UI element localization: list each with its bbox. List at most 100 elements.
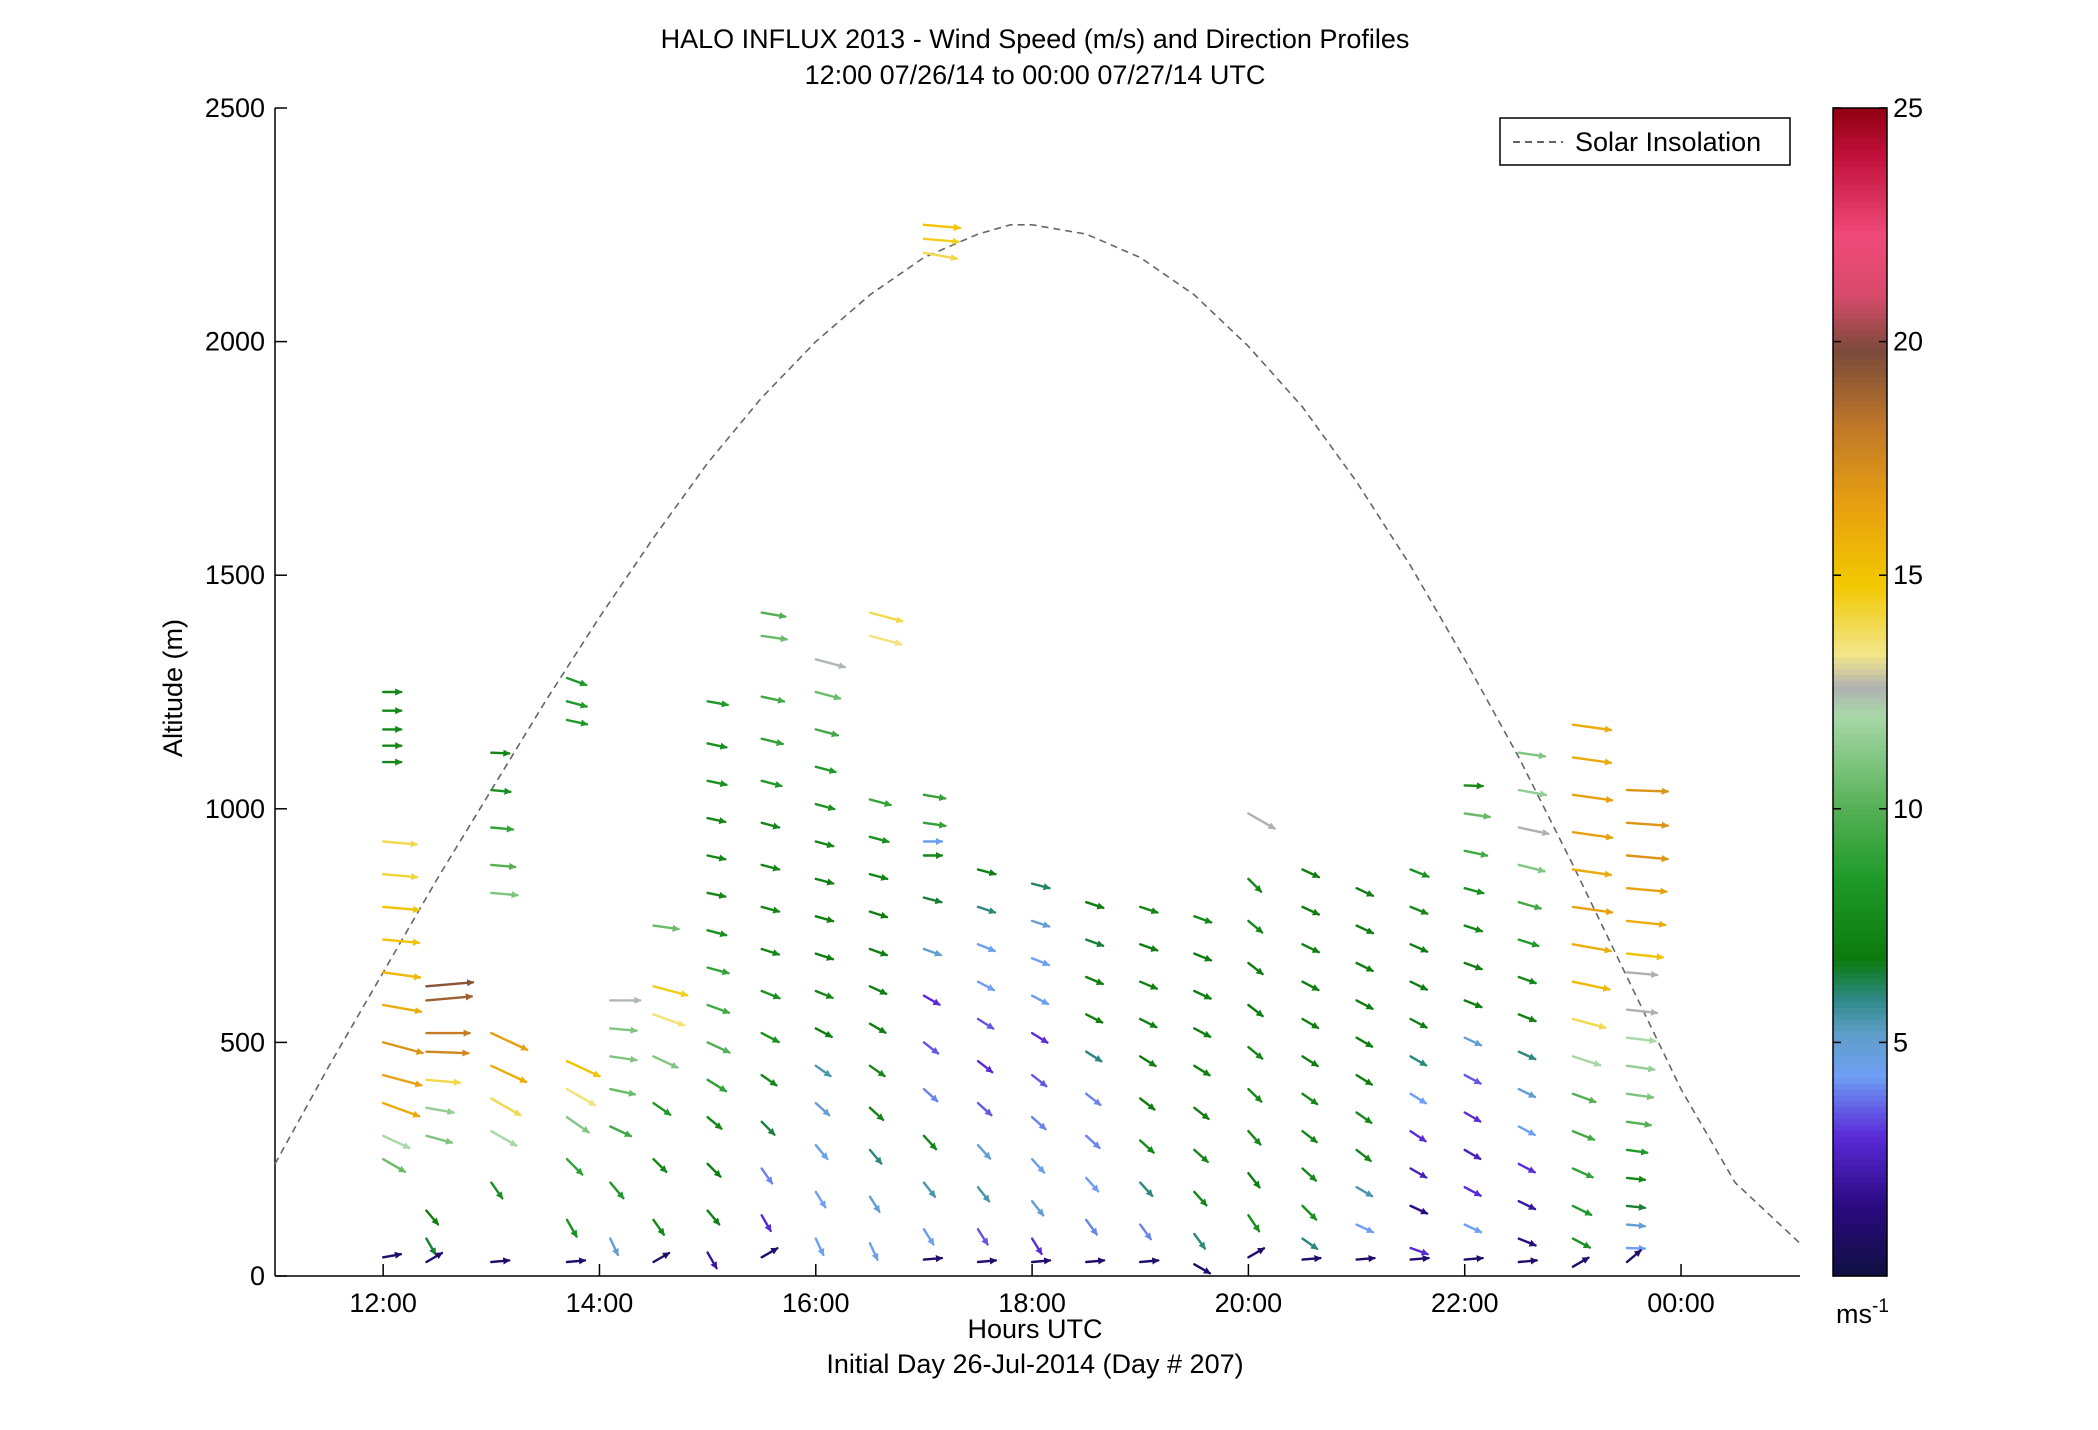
colorbar-band xyxy=(1833,359,1887,366)
wind-profile-column xyxy=(1084,901,1106,1265)
wind-vector xyxy=(706,742,728,750)
wind-profile-column xyxy=(425,979,475,1264)
colorbar-band xyxy=(1833,265,1887,273)
wind-vector xyxy=(1355,961,1374,973)
colorbar: 5 10 15 20 25 ms-1 xyxy=(1832,93,1923,1329)
legend-box xyxy=(1499,117,1791,166)
wind-vector xyxy=(976,943,996,953)
wind-vector xyxy=(490,1129,518,1147)
colorbar-band xyxy=(1833,312,1887,319)
wind-profile-column xyxy=(1301,868,1322,1263)
wind-vector xyxy=(1517,975,1537,985)
colorbar-band xyxy=(1833,931,1887,938)
colorbar-band xyxy=(1833,1159,1887,1166)
colorbar-band xyxy=(1833,750,1887,757)
wind-vector xyxy=(706,816,727,825)
wind-vector xyxy=(976,1257,998,1265)
wind-vector xyxy=(609,1026,638,1034)
wind-vector xyxy=(1625,1244,1647,1252)
wind-vector xyxy=(1193,915,1213,924)
colorbar-band xyxy=(1833,1124,1887,1131)
colorbar-tick-label: 10 xyxy=(1893,794,1923,824)
wind-vector xyxy=(1138,943,1159,952)
wind-profile-column xyxy=(706,700,731,1270)
wind-vector xyxy=(922,237,960,245)
wind-vector xyxy=(382,971,422,981)
colorbar-band xyxy=(1833,329,1887,337)
wind-vector xyxy=(1625,1249,1642,1264)
wind-profile-column xyxy=(868,611,904,1261)
colorbar-band xyxy=(1833,119,1887,127)
colorbar-band xyxy=(1833,668,1887,676)
wind-profile-column xyxy=(609,996,642,1257)
colorbar-band xyxy=(1833,440,1887,448)
colorbar-band xyxy=(1833,475,1887,483)
wind-vector xyxy=(1247,1171,1261,1189)
colorbar-band xyxy=(1833,289,1887,296)
colorbar-band xyxy=(1833,878,1887,886)
wind-vector xyxy=(1301,868,1321,879)
wind-vector xyxy=(1138,980,1159,990)
wind-profile-column xyxy=(814,658,846,1257)
wind-profile-column xyxy=(565,676,601,1265)
wind-vector xyxy=(868,873,889,881)
colorbar-band xyxy=(1833,201,1887,208)
colorbar-band xyxy=(1833,148,1887,156)
wind-vector xyxy=(706,1115,723,1130)
colorbar-band xyxy=(1833,230,1887,238)
colorbar-band xyxy=(1833,370,1887,378)
wind-vector xyxy=(976,980,996,992)
wind-vector xyxy=(425,1134,454,1145)
colorbar-band xyxy=(1833,972,1887,979)
wind-vector xyxy=(1463,1036,1483,1047)
wind-vector xyxy=(976,1101,993,1117)
wind-vector xyxy=(1030,919,1051,929)
colorbar-band xyxy=(1833,867,1887,874)
wind-vector xyxy=(814,915,835,924)
wind-vector xyxy=(609,1237,620,1257)
colorbar-band xyxy=(1833,616,1887,623)
colorbar-band xyxy=(1833,546,1887,553)
x-axis-label: Hours UTC xyxy=(967,1314,1102,1344)
wind-vector xyxy=(1625,854,1669,863)
colorbar-band xyxy=(1833,802,1887,810)
wind-vector xyxy=(1409,1246,1429,1256)
wind-profile-column xyxy=(490,749,529,1265)
wind-vector xyxy=(1463,887,1485,896)
wind-vector xyxy=(922,251,959,262)
wind-vector xyxy=(425,1049,470,1057)
wind-vector xyxy=(1138,1139,1155,1154)
colorbar-tick-label: 15 xyxy=(1893,560,1923,590)
colorbar-tick-label: 20 xyxy=(1893,327,1923,357)
colorbar-band xyxy=(1833,172,1887,179)
colorbar-band xyxy=(1833,1054,1887,1061)
colorbar-band xyxy=(1833,254,1887,261)
wind-vector xyxy=(1138,905,1159,915)
wind-vector xyxy=(814,765,837,774)
colorbar-band xyxy=(1833,1071,1887,1079)
wind-profile-column xyxy=(1247,812,1276,1259)
wind-vector xyxy=(565,1087,597,1107)
wind-profile-column xyxy=(1571,723,1614,1268)
wind-vector xyxy=(706,891,727,899)
colorbar-band xyxy=(1833,236,1887,243)
wind-vector xyxy=(922,947,943,957)
colorbar-band xyxy=(1833,534,1887,541)
wind-vector xyxy=(1517,826,1550,837)
wind-vector xyxy=(706,1003,731,1015)
wind-vector xyxy=(706,700,729,708)
wind-vector xyxy=(565,1115,590,1134)
wind-vector xyxy=(1571,905,1614,916)
colorbar-band xyxy=(1833,575,1887,582)
colorbar-band xyxy=(1833,516,1887,524)
colorbar-band xyxy=(1833,540,1887,547)
wind-vector xyxy=(565,676,588,687)
wind-vector xyxy=(976,1059,994,1074)
colorbar-band xyxy=(1833,598,1887,605)
colorbar-band xyxy=(1833,306,1887,313)
y-tick-label: 1500 xyxy=(205,560,265,590)
colorbar-band xyxy=(1833,154,1887,162)
wind-vector xyxy=(922,896,943,905)
wind-vector xyxy=(706,1078,728,1093)
colorbar-unit: ms-1 xyxy=(1836,1296,1889,1329)
